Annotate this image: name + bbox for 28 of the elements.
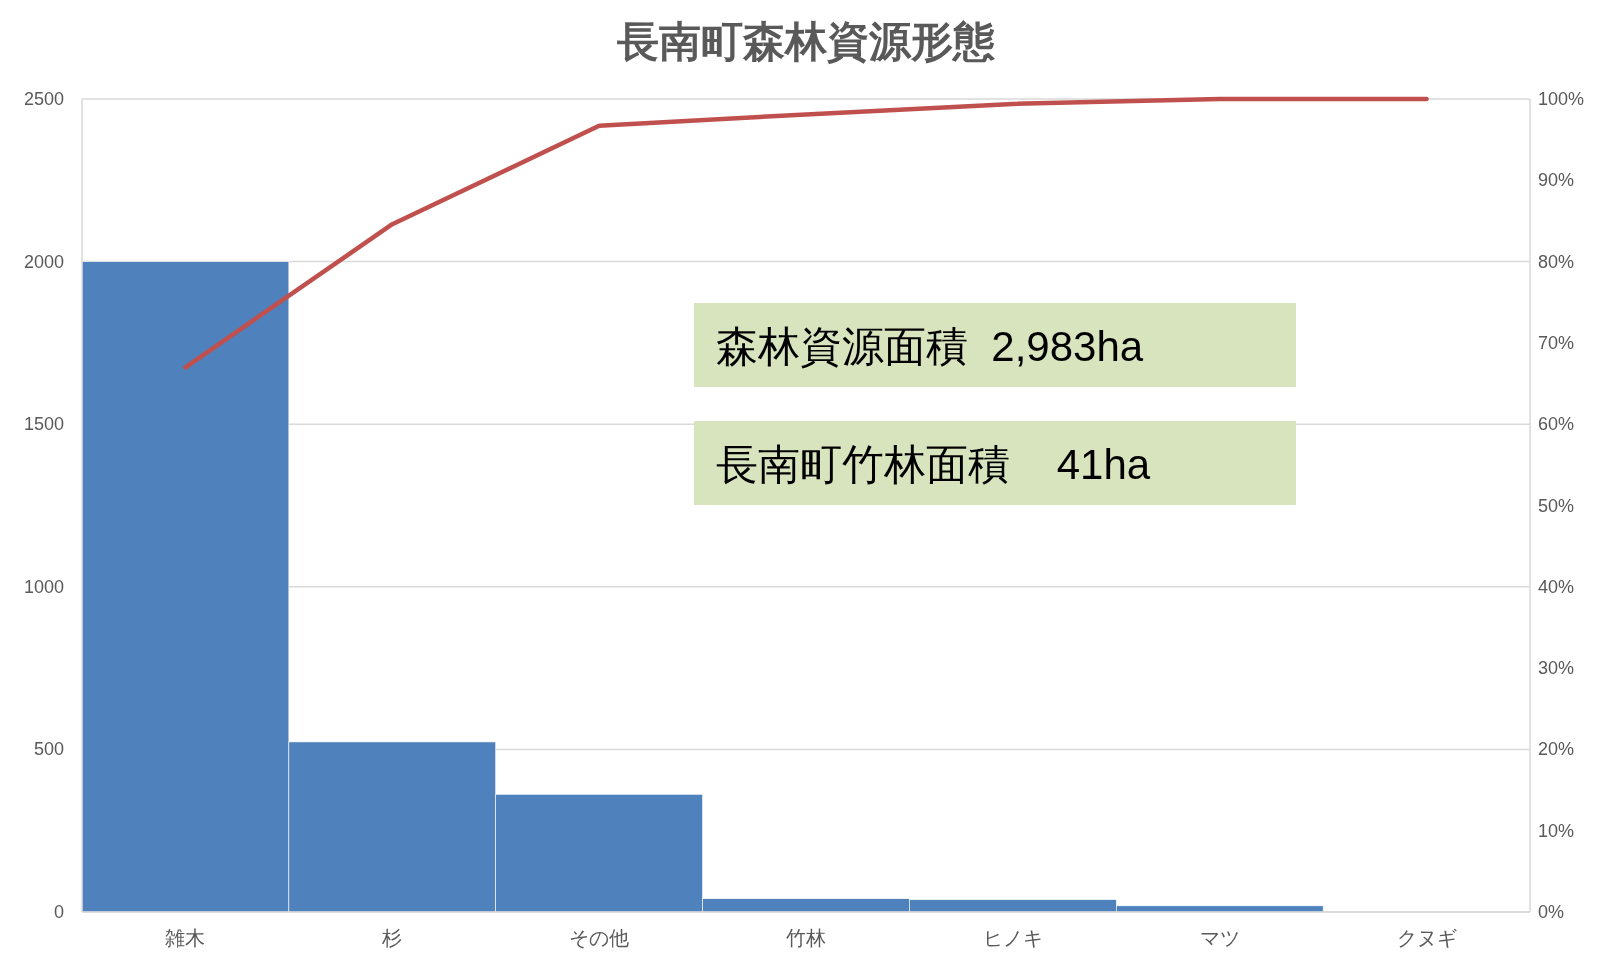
x-tick-label: マツ: [1199, 927, 1240, 949]
annotation: 森林資源面積 2,983ha: [716, 323, 1144, 370]
y-tick-label: 500: [33, 739, 64, 760]
y2-tick-label: 70%: [1538, 332, 1575, 353]
x-tick-label: 杉: [381, 927, 403, 949]
x-tick-label: 雑木: [165, 927, 206, 949]
y2-tick-label: 100%: [1538, 89, 1585, 109]
y2-tick-label: 50%: [1538, 495, 1575, 516]
y2-tick-label: 80%: [1538, 251, 1575, 272]
line-series: [183, 96, 1429, 370]
y-tick-label: 1500: [23, 414, 64, 435]
x-tick-label: クヌギ: [1396, 927, 1457, 949]
y2-tick-label: 0%: [1538, 902, 1565, 922]
y2-tick-label: 40%: [1538, 576, 1575, 597]
y2-tick-label: 20%: [1538, 739, 1575, 760]
y-tick-label: 0: [53, 902, 64, 922]
x-tick-label: 竹林: [786, 927, 826, 949]
y-tick-label: 2500: [23, 89, 64, 109]
chart-title: 長南町森林資源形態: [616, 18, 995, 65]
y-tick-label: 1000: [23, 576, 64, 597]
y2-tick-label: 60%: [1538, 414, 1575, 435]
annotation: 長南町竹林面積 41ha: [716, 441, 1151, 488]
y2-tick-label: 30%: [1538, 658, 1575, 679]
x-tick-label: その他: [569, 927, 630, 949]
y2-tick-label: 90%: [1538, 170, 1575, 191]
y-tick-label: 2000: [23, 251, 64, 272]
y2-tick-label: 10%: [1538, 820, 1575, 841]
x-tick-label: ヒノキ: [982, 927, 1043, 949]
